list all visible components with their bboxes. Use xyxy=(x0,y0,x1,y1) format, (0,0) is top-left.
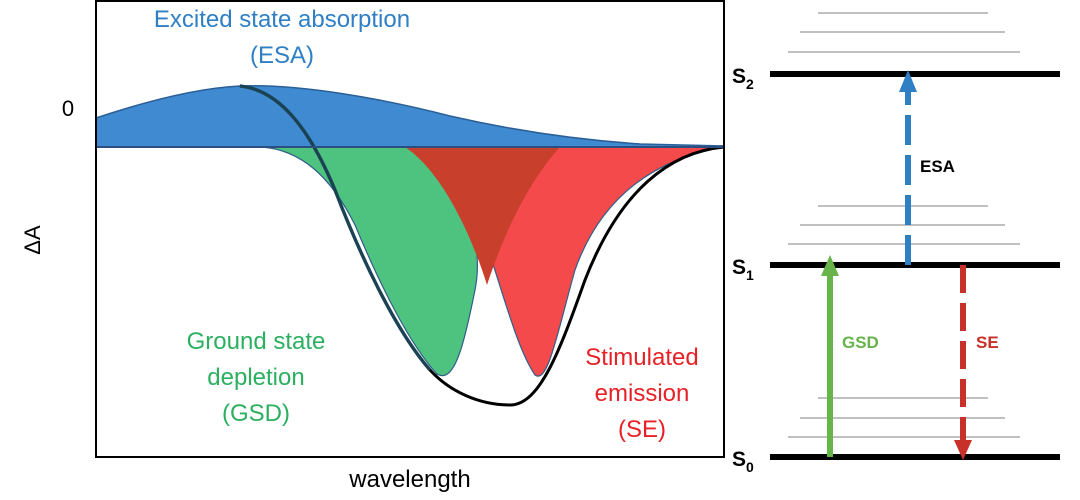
gsd-title-line3: (GSD) xyxy=(222,400,290,427)
y-axis-label: ΔA xyxy=(20,225,45,255)
s1-vibrational-levels xyxy=(788,205,1020,245)
esa-area xyxy=(95,85,725,148)
zero-tick-label: 0 xyxy=(62,96,74,121)
esa-arrowhead xyxy=(899,70,917,92)
s0-vibrational-levels xyxy=(788,397,1020,438)
esa-edge-curve xyxy=(239,84,432,372)
se-title-line3: (SE) xyxy=(618,416,666,443)
se-arrow-label: SE xyxy=(976,333,999,352)
gsd-title-line1: Ground state xyxy=(187,328,326,355)
esa-title-line1: Excited state absorption xyxy=(154,6,410,33)
spectrum-panel: Excited state absorption (ESA) Ground st… xyxy=(20,0,725,493)
s1-label: S1 xyxy=(732,256,754,283)
overlap-area xyxy=(405,147,560,285)
gsd-title-line2: depletion xyxy=(207,364,304,391)
se-title-line2: emission xyxy=(595,380,690,407)
se-title-line1: Stimulated xyxy=(585,344,698,371)
s0-label: S0 xyxy=(732,448,754,475)
x-axis-label: wavelength xyxy=(348,466,470,493)
gsd-arrowhead xyxy=(821,255,839,276)
energy-level-diagram: S2 S1 S0 ESA GSD SE xyxy=(732,12,1060,475)
s2-vibrational-levels xyxy=(788,12,1020,53)
esa-title-line2: (ESA) xyxy=(250,42,314,69)
se-arrowhead xyxy=(954,440,972,460)
s2-label: S2 xyxy=(732,65,754,92)
plot-frame xyxy=(95,0,725,458)
esa-arrow-label: ESA xyxy=(920,157,955,176)
gsd-arrow-label: GSD xyxy=(842,333,879,352)
